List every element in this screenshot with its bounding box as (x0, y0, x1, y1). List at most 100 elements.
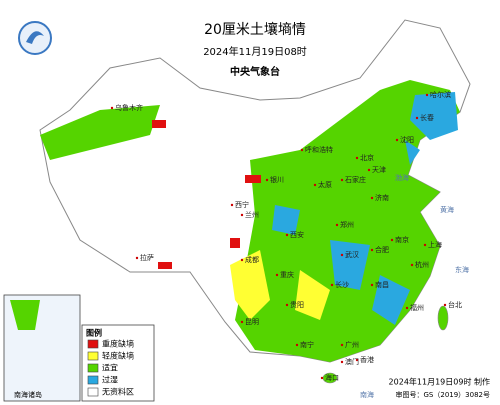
legend-swatch (87, 363, 99, 373)
region-severe-dry (245, 175, 261, 183)
place-label: 兰州 (245, 210, 259, 219)
sea-label: 南海 (360, 390, 374, 399)
place-label: 香港 (360, 355, 374, 364)
place-dot (443, 303, 447, 307)
sea-label: 黄海 (440, 205, 454, 214)
place-dot (340, 178, 344, 182)
place-dot (265, 178, 269, 182)
place-dot (425, 93, 429, 97)
inset-label: 南海诸岛 (14, 390, 42, 399)
place-dot (300, 148, 304, 152)
place-label: 石家庄 (345, 175, 366, 184)
place-dot (405, 306, 409, 310)
place-label: 杭州 (415, 260, 429, 269)
place-label: 武汉 (345, 250, 359, 259)
place-dot (240, 258, 244, 262)
place-dot (370, 283, 374, 287)
legend-label: 过湿 (102, 375, 118, 385)
place-label: 海口 (325, 373, 339, 382)
place-dot (415, 116, 419, 120)
region-wet (272, 205, 300, 235)
issuer: 中央气象台 (230, 65, 280, 78)
place-label: 济南 (375, 193, 389, 202)
region-wet (405, 140, 420, 165)
legend-swatch (87, 375, 99, 385)
place-label: 合肥 (375, 245, 389, 254)
sea-label: 渤海 (395, 173, 409, 182)
place-dot (355, 156, 359, 160)
inset-frame (3, 294, 81, 402)
logo-mark (26, 31, 44, 44)
place-label: 贵阳 (290, 300, 304, 309)
title: 20厘米土壤墒情 (204, 21, 306, 38)
region-wet (330, 240, 370, 290)
place-label: 重庆 (280, 270, 294, 279)
place-dot (370, 248, 374, 252)
place-dot (335, 223, 339, 227)
place-dot (110, 106, 114, 110)
place-dot (275, 273, 279, 277)
place-label: 长沙 (335, 280, 349, 289)
place-dot (330, 283, 334, 287)
place-label: 呼和浩特 (305, 145, 333, 154)
place-label: 拉萨 (140, 253, 154, 262)
region-wet (410, 92, 458, 140)
legend-swatch (87, 387, 99, 397)
place-dot (340, 343, 344, 347)
legend-label: 重度缺墒 (102, 339, 134, 349)
place-dot (340, 253, 344, 257)
region-severe-dry (152, 120, 166, 128)
place-dot (355, 358, 359, 362)
place-label: 台北 (448, 300, 462, 309)
place-label: 太原 (318, 180, 332, 189)
legend-swatch (87, 339, 99, 349)
footer-made: 2024年11月19日09时 制作 (389, 377, 490, 387)
place-dot (367, 168, 371, 172)
place-dot (240, 320, 244, 324)
region-light-dry (295, 270, 330, 320)
place-dot (340, 360, 344, 364)
footer-approval: 审图号：GS（2019）3082号 (396, 390, 491, 399)
place-label: 广州 (345, 340, 359, 349)
place-dot (313, 183, 317, 187)
legend-label: 无资料区 (102, 387, 134, 397)
legend-label: 轻度缺墒 (102, 351, 134, 361)
place-label: 长春 (420, 113, 434, 122)
place-label: 南宁 (300, 340, 314, 349)
region-severe-dry (230, 238, 240, 248)
place-label: 北京 (360, 153, 374, 162)
place-dot (285, 233, 289, 237)
logo (18, 21, 52, 55)
place-dot (230, 203, 234, 207)
date: 2024年11月19日08时 (203, 45, 307, 58)
island (437, 305, 449, 331)
place-label: 福州 (410, 303, 424, 312)
place-label: 郑州 (340, 221, 354, 229)
place-dot (135, 256, 139, 260)
place-dot (240, 213, 244, 217)
place-label: 哈尔滨 (430, 90, 451, 99)
place-label: 上海 (428, 240, 442, 249)
sea-label: 东海 (455, 265, 469, 274)
place-dot (423, 243, 427, 247)
place-dot (395, 138, 399, 142)
place-label: 南京 (395, 235, 409, 244)
place-label: 澳门 (345, 357, 359, 366)
place-label: 成都 (245, 255, 259, 264)
region-suitable (40, 105, 160, 160)
place-label: 银川 (270, 175, 284, 184)
legend-swatch (87, 351, 99, 361)
place-label: 西安 (290, 230, 304, 239)
place-dot (320, 376, 324, 380)
place-label: 南昌 (375, 280, 389, 289)
region-severe-dry (158, 262, 172, 269)
place-dot (285, 303, 289, 307)
place-dot (390, 238, 394, 242)
region-light-dry (230, 250, 270, 320)
inset-land (10, 300, 40, 330)
place-dot (295, 343, 299, 347)
place-label: 西宁 (235, 200, 249, 209)
region-wet (372, 275, 410, 325)
place-label: 沈阳 (400, 135, 414, 144)
